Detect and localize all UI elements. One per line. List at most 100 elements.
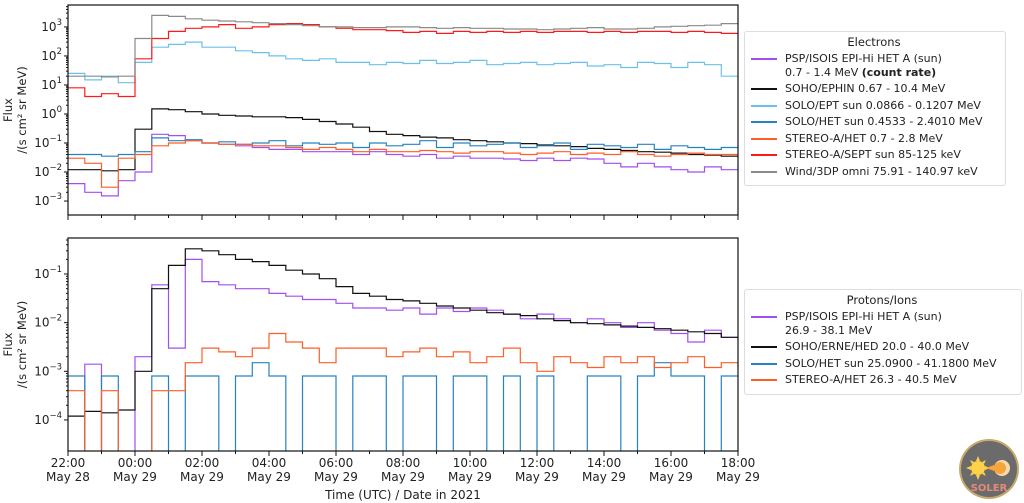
y-axis-label: Flux/(s cm² sr MeV)	[1, 66, 29, 154]
y-tick-label: 10−2	[34, 163, 62, 179]
series-line-0	[68, 133, 738, 197]
x-tick-label-time: 04:00	[252, 456, 287, 470]
y-tick-exponent: −3	[49, 362, 62, 372]
y-tick-label: 10−3	[34, 362, 62, 378]
legend-label: PSP/ISOIS EPI-Hi HET A (sun) 26.9 - 38.1 …	[785, 310, 942, 337]
y-tick-exponent: −3	[49, 192, 62, 202]
x-tick-label-time: 06:00	[319, 456, 354, 470]
legend-item: PSP/ISOIS EPI-Hi HET A (sun) 26.9 - 38.1 …	[749, 310, 1015, 337]
legend-label: SOLO/HET sun 25.0900 - 41.1800 MeV	[785, 357, 997, 371]
legend-swatch	[751, 316, 777, 318]
legend-label: SOHO/EPHIN 0.67 - 10.4 MeV	[785, 82, 945, 96]
y-tick-label: 101	[41, 76, 62, 92]
legend-item: Wind/3DP omni 75.91 - 140.97 keV	[749, 165, 999, 179]
x-tick-label-date: May 29	[113, 470, 157, 484]
legend-label: STEREO-A/HET 0.7 - 2.8 MeV	[785, 132, 943, 146]
legend-title: Protons/Ions	[846, 293, 918, 307]
legend-swatch	[751, 104, 777, 107]
legend-swatch	[751, 170, 777, 173]
legend-swatch	[751, 137, 777, 140]
legend-swatch	[751, 121, 777, 123]
series-line-5	[68, 23, 738, 98]
y-tick-label: 10−1	[34, 265, 62, 281]
x-axis-label: Time (UTC) / Date in 2021	[324, 488, 481, 502]
x-tick-label-date: May 29	[314, 470, 358, 484]
y-tick-label: 103	[41, 18, 62, 34]
series-line-3	[68, 137, 738, 157]
legend-label-text: SOHO/EPHIN 0.67 - 10.4 MeV	[785, 82, 946, 95]
legend-item: SOHO/EPHIN 0.67 - 10.4 MeV	[749, 82, 999, 96]
y-axis-label-line1: Flux	[1, 98, 15, 122]
x-tick-label-time: 10:00	[453, 456, 488, 470]
legend-swatch	[751, 346, 777, 348]
legend-label: Wind/3DP omni 75.91 - 140.97 keV	[785, 165, 978, 179]
legend-swatch	[751, 379, 777, 381]
y-tick-label: 10−4	[34, 411, 62, 427]
soler-logo: SOLER	[958, 438, 1020, 500]
y-tick-exponent: 3	[57, 18, 62, 28]
y-tick-exponent: −2	[49, 314, 62, 324]
x-tick-label-time: 00:00	[118, 456, 153, 470]
series-line-1	[68, 108, 738, 172]
legend-label: PSP/ISOIS EPI-Hi HET A (sun) 0.7 - 1.4 Me…	[785, 52, 942, 79]
legend-title: Electrons	[847, 35, 901, 49]
legend-label-text: SOHO/ERNE/HED 20.0 - 40.0 MeV	[785, 340, 970, 353]
legend-item: SOLO/EPT sun 0.0866 - 0.1207 MeV	[749, 99, 999, 113]
y-axis-label-line2: /(s cm² sr MeV)	[15, 66, 29, 154]
x-tick-label-time: 18:00	[721, 456, 756, 470]
y-tick-label: 10−3	[34, 192, 62, 208]
y-tick-exponent: −4	[49, 411, 62, 421]
x-tick-label-time: 22:00	[51, 456, 86, 470]
legend-item: SOLO/HET sun 0.4533 - 2.4010 MeV	[749, 115, 999, 129]
legend-item: PSP/ISOIS EPI-Hi HET A (sun) 0.7 - 1.4 Me…	[749, 52, 999, 79]
protons-plot-area	[68, 248, 738, 451]
y-axis-label: Flux/(s cm² sr MeV)	[1, 301, 29, 389]
y-tick-label: 100	[41, 105, 62, 121]
y-tick-exponent: 0	[57, 105, 62, 115]
legend-label-energy: 26.9 - 38.1 MeV	[785, 323, 873, 337]
legend-swatch	[751, 362, 777, 365]
legend-item: STEREO-A/HET 0.7 - 2.8 MeV	[749, 132, 999, 146]
legend-item: SOLO/HET sun 25.0900 - 41.1800 MeV	[749, 357, 1015, 371]
legend-label-text: STEREO-A/SEPT sun 85-125 keV	[785, 148, 961, 161]
legend-label-text: PSP/ISOIS EPI-Hi HET A (sun)	[785, 310, 942, 323]
legend-label: SOLO/EPT sun 0.0866 - 0.1207 MeV	[785, 99, 981, 113]
x-tick-label-date: May 28	[46, 470, 90, 484]
legend-label: STEREO-A/SEPT sun 85-125 keV	[785, 148, 961, 162]
legend-swatch	[751, 58, 777, 60]
legend-label: STEREO-A/HET 26.3 - 40.5 MeV	[785, 373, 957, 387]
x-tick-label-time: 12:00	[520, 456, 555, 470]
x-tick-label-date: May 29	[448, 470, 492, 484]
y-tick-exponent: 2	[57, 47, 62, 57]
legend-label-text: PSP/ISOIS EPI-Hi HET A (sun)	[785, 52, 942, 65]
legend-swatch	[751, 88, 777, 90]
y-axis-label-line1: Flux	[1, 332, 15, 356]
x-tick-label-date: May 29	[649, 470, 693, 484]
svg-text:SOLER: SOLER	[971, 483, 1008, 494]
y-tick-exponent: −1	[49, 265, 62, 275]
electrons-plot-area	[68, 14, 738, 197]
x-tick-label-date: May 29	[582, 470, 626, 484]
legend-label: SOHO/ERNE/HED 20.0 - 40.0 MeV	[785, 340, 969, 354]
x-tick-label-date: May 29	[180, 470, 224, 484]
soler-logo-icon: SOLER	[959, 439, 1019, 499]
series-line-4	[68, 140, 738, 188]
x-tick-label-time: 14:00	[587, 456, 622, 470]
legend-label-line2: 0.7 - 1.4 MeV (count rate)	[785, 66, 936, 79]
x-tick-label-time: 08:00	[386, 456, 421, 470]
y-tick-label: 10−2	[34, 314, 62, 330]
series-line-2	[68, 362, 738, 451]
legend-label-line2: 26.9 - 38.1 MeV	[785, 324, 872, 337]
series-line-6	[68, 14, 738, 78]
x-tick-label-date: May 29	[381, 470, 425, 484]
legend-label-text: Wind/3DP omni 75.91 - 140.97 keV	[785, 164, 978, 178]
legend-label-energy: 0.7 - 1.4 MeV	[785, 65, 862, 79]
legend-label-text: STEREO-A/HET 0.7 - 2.8 MeV	[785, 131, 943, 145]
legend-swatch	[751, 154, 777, 156]
x-tick-label-date: May 29	[515, 470, 559, 484]
y-axis-label-line2: /(s cm² sr MeV)	[15, 301, 29, 389]
legend-item: STEREO-A/HET 26.3 - 40.5 MeV	[749, 373, 1015, 387]
legend-label-text: STEREO-A/HET 26.3 - 40.5 MeV	[785, 373, 957, 386]
y-tick-label: 102	[41, 47, 62, 63]
